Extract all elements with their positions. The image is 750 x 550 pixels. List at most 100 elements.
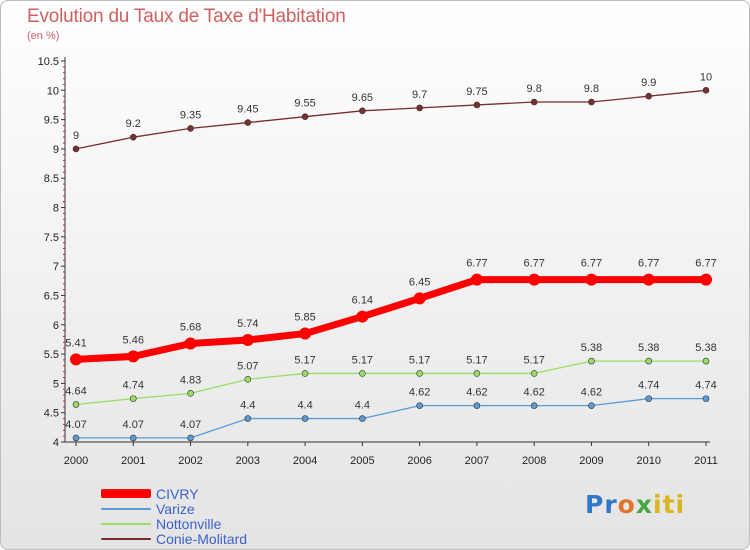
data-point-conie-molitard: [473, 101, 481, 109]
data-point-conie-molitard: [416, 104, 423, 112]
data-point-nottonville: [301, 370, 309, 377]
y-tick-label: 6: [53, 320, 59, 332]
series-line-nottonville: [75, 360, 707, 406]
data-label-conie-molitard: 9.9: [641, 77, 656, 89]
data-label-civry: 6.14: [352, 295, 373, 307]
series-line-conie-molitard: [75, 89, 707, 150]
x-tick-label: 2000: [64, 455, 88, 467]
data-point-nottonville: [187, 390, 194, 397]
data-point-conie-molitard: [72, 145, 80, 153]
y-tick-label: 8.5: [44, 173, 59, 185]
data-point-varize: [359, 415, 366, 422]
data-label-nottonville: 5.38: [638, 342, 659, 354]
data-point-conie-molitard: [702, 87, 710, 94]
data-point-nottonville: [244, 375, 252, 383]
data-point-nottonville: [72, 401, 80, 408]
x-tick-label: 2005: [350, 455, 374, 467]
data-point-varize: [416, 402, 423, 409]
data-point-civry: [70, 353, 82, 366]
series-line-varize: [75, 397, 707, 439]
data-label-nottonville: 5.17: [466, 354, 487, 366]
x-tick-label: 2003: [236, 455, 260, 467]
x-tick-label: 2011: [694, 455, 718, 467]
data-label-varize: 4.74: [638, 380, 659, 392]
data-point-nottonville: [530, 370, 538, 377]
legend-label-civry: CIVRY: [156, 485, 199, 502]
data-point-varize: [530, 402, 538, 409]
data-point-civry: [470, 273, 483, 286]
data-point-nottonville: [473, 370, 481, 377]
data-label-conie-molitard: 9.8: [584, 83, 599, 95]
data-point-varize: [244, 415, 252, 422]
data-label-civry: 6.45: [409, 276, 430, 288]
data-point-nottonville: [129, 395, 137, 402]
data-label-nottonville: 5.17: [409, 354, 430, 366]
chart-title: Evolution du Taux de Taxe d'Habitation: [27, 6, 346, 27]
data-label-conie-molitard: 9: [73, 130, 79, 142]
y-tick-label: 9: [53, 144, 59, 156]
data-label-varize: 4.62: [409, 387, 430, 399]
data-point-conie-molitard: [588, 98, 595, 106]
y-tick-label: 10: [47, 85, 59, 97]
data-point-civry: [413, 292, 426, 305]
data-point-varize: [129, 434, 137, 442]
data-point-conie-molitard: [244, 119, 252, 126]
data-label-conie-molitard: 9.8: [527, 83, 542, 95]
data-label-varize: 4.62: [523, 387, 544, 399]
data-point-varize: [473, 402, 481, 409]
y-tick-label: 7: [53, 261, 59, 273]
data-point-civry: [700, 273, 712, 286]
data-point-varize: [187, 434, 194, 442]
data-label-varize: 4.62: [466, 387, 487, 399]
data-point-nottonville: [645, 357, 653, 365]
data-point-varize: [645, 395, 653, 402]
data-label-varize: 4.07: [65, 419, 86, 431]
data-label-civry: 6.77: [523, 258, 544, 270]
data-point-civry: [642, 273, 655, 286]
x-tick-label: 2009: [579, 455, 603, 467]
data-label-nottonville: 4.74: [123, 380, 144, 392]
data-label-conie-molitard: 9.65: [352, 92, 373, 104]
x-tick-label: 2001: [121, 455, 145, 467]
legend-swatch-varize: [101, 507, 151, 510]
y-tick-label: 8: [53, 203, 59, 215]
data-label-nottonville: 5.07: [237, 360, 258, 372]
data-label-nottonville: 5.17: [352, 354, 373, 366]
data-point-nottonville: [359, 370, 366, 377]
data-point-conie-molitard: [645, 92, 653, 100]
legend-label-conie-molitard: Conie-Molitard: [156, 530, 248, 547]
data-point-nottonville: [416, 370, 423, 377]
y-tick-label: 5.5: [44, 349, 59, 361]
y-tick-label: 5: [53, 378, 59, 390]
data-point-conie-molitard: [187, 125, 194, 132]
x-tick-label: 2006: [407, 455, 431, 467]
data-point-conie-molitard: [129, 133, 137, 141]
data-label-conie-molitard: 9.45: [237, 104, 258, 116]
data-label-civry: 6.77: [581, 258, 602, 270]
legend-item-varize: Varize: [101, 501, 195, 517]
proxiti-logo: Proxiti: [585, 490, 686, 519]
data-label-nottonville: 5.17: [523, 354, 544, 366]
data-label-civry: 5.85: [294, 312, 315, 324]
series-line-civry: [72, 276, 710, 363]
legend-swatch-civry: [101, 489, 151, 498]
data-label-varize: 4.07: [180, 419, 201, 431]
data-label-nottonville: 5.17: [294, 354, 315, 366]
data-label-civry: 5.74: [237, 318, 258, 330]
data-label-civry: 5.68: [180, 322, 201, 334]
data-point-civry: [356, 310, 369, 323]
data-label-conie-molitard: 9.2: [126, 118, 141, 130]
data-point-civry: [585, 273, 598, 286]
x-tick-label: 2002: [178, 455, 202, 467]
legend-swatch-nottonville: [101, 522, 151, 525]
data-point-civry: [184, 337, 197, 350]
data-point-conie-molitard: [301, 113, 309, 120]
x-tick-label: 2008: [522, 455, 546, 467]
x-tick-label: 2007: [465, 455, 489, 467]
data-label-conie-molitard: 9.55: [294, 98, 315, 110]
x-tick-label: 2010: [636, 455, 660, 467]
data-label-civry: 6.77: [466, 258, 487, 270]
data-point-varize: [588, 402, 595, 409]
